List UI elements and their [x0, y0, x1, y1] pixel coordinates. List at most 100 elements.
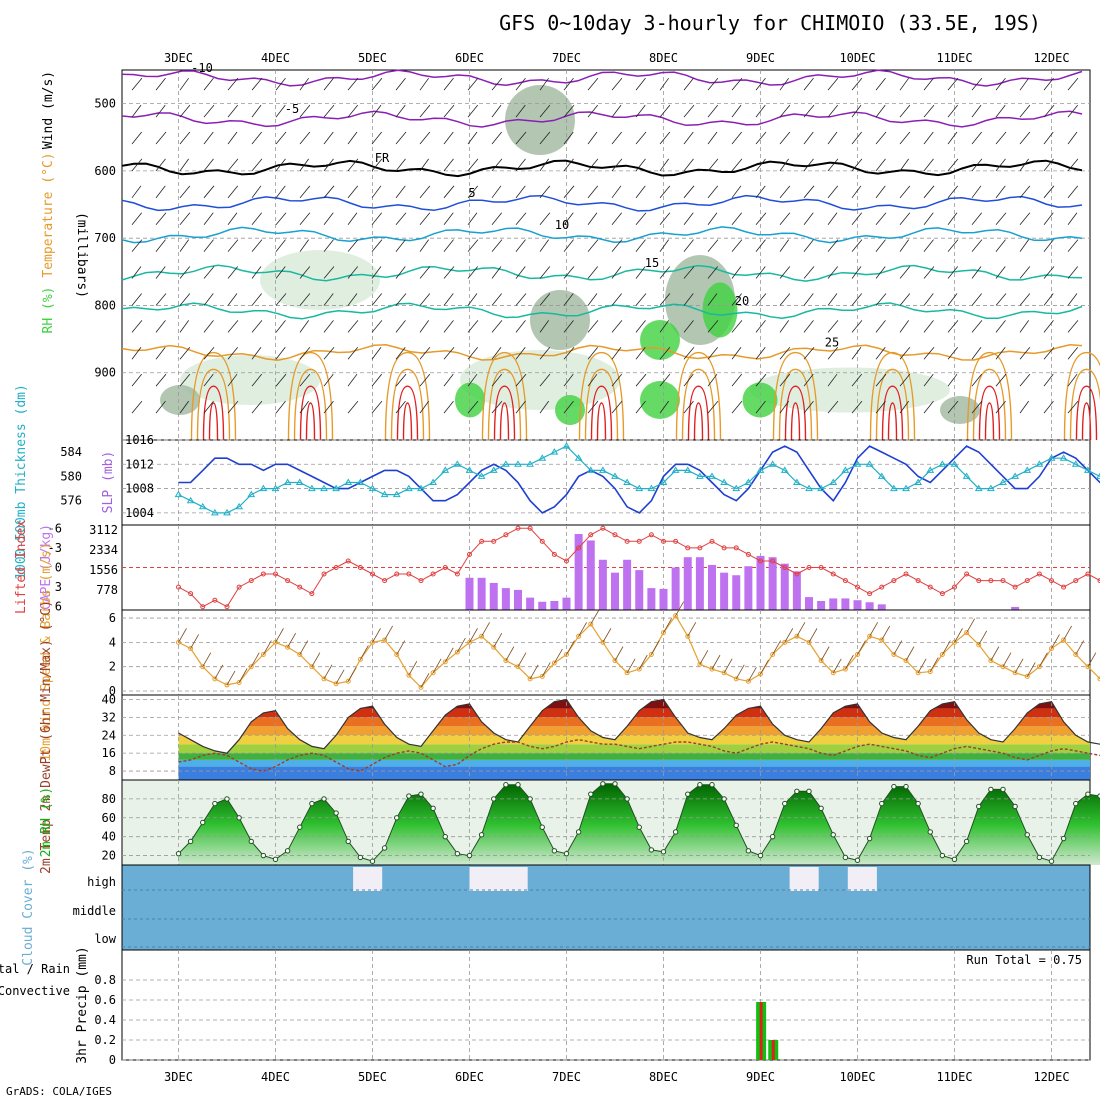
wind-barb	[755, 347, 766, 360]
cloud-clear-patch	[353, 867, 383, 891]
wind-barb	[371, 131, 383, 145]
wind-barb	[635, 104, 646, 118]
wind-speed-point	[260, 652, 266, 658]
footer-credit: GrADS: COLA/IGES	[6, 1085, 112, 1098]
wind-barb	[347, 158, 359, 172]
rh-shading	[742, 382, 778, 418]
cloud-clear-patch	[789, 867, 819, 891]
wind-barb	[611, 373, 623, 387]
wind-barb-10m	[820, 646, 830, 661]
wind-barb-10m	[1014, 658, 1024, 673]
wind-barb	[971, 77, 983, 91]
wind-barb	[1067, 185, 1079, 199]
wind-barb-10m	[250, 652, 260, 667]
thickness-point	[768, 460, 777, 467]
dewpoint-line	[178, 738, 1100, 772]
cloud-level-label: low	[94, 932, 116, 946]
isotherm-label: 10	[555, 218, 569, 232]
wind-speed-point	[903, 658, 909, 664]
date-label-bottom: 6DEC	[455, 1070, 484, 1084]
date-label-top: 6DEC	[455, 51, 484, 65]
wind-barb	[203, 77, 214, 91]
wind-speed-point	[818, 658, 824, 664]
wind-barb	[923, 239, 934, 252]
wind-barb	[203, 347, 215, 360]
thickness-point	[174, 490, 183, 498]
thickness-point	[526, 460, 535, 467]
thickness-point	[259, 484, 268, 492]
rh-shading	[640, 320, 680, 360]
lifted-index-point	[770, 558, 776, 564]
wind-barb-10m	[396, 640, 406, 655]
wind-speed-point	[1097, 676, 1100, 682]
thickness-point	[344, 478, 353, 485]
wind-speed-point	[794, 633, 800, 639]
lifted-index-point	[733, 545, 739, 551]
lifted-index-point	[479, 538, 485, 544]
pressure-tick-label: 600	[94, 164, 116, 178]
wind-speed-point	[551, 660, 557, 666]
lifted-index-point	[1085, 571, 1091, 577]
lifted-index-point	[1012, 584, 1018, 590]
rh-point	[333, 810, 339, 816]
wind-barb	[203, 293, 214, 306]
cape-bar	[877, 604, 886, 610]
wind-barb	[971, 185, 982, 199]
wind-barb	[995, 239, 1006, 252]
wind-barb-10m	[263, 640, 272, 655]
wind-barb	[155, 104, 166, 118]
wind-barb	[1067, 400, 1079, 414]
wind-barb	[683, 104, 695, 118]
wind-barb	[779, 212, 791, 225]
wind-barb	[587, 131, 598, 145]
wind-barb	[851, 347, 862, 360]
wind-barb	[947, 320, 959, 333]
wind-barb-10m	[529, 664, 539, 680]
wind-barb	[851, 373, 863, 387]
wind-barb	[611, 77, 623, 91]
wind-barb-10m	[287, 633, 296, 648]
wind-speed-point	[758, 671, 763, 677]
wind-barb	[251, 347, 262, 360]
wind-barb	[275, 131, 287, 145]
wind-barb-10m	[226, 670, 236, 686]
wind-barb-10m	[505, 646, 515, 661]
wind-barb	[539, 104, 551, 118]
bl-isotherm	[687, 385, 710, 441]
wind-barb	[779, 131, 791, 145]
wind-speed-point	[952, 639, 957, 645]
isotherm-line-20	[121, 302, 1083, 320]
thickness-point	[732, 484, 741, 492]
lifted-index-point	[382, 578, 388, 584]
bl-isotherm	[190, 351, 237, 441]
wind-barb	[947, 158, 959, 172]
wind-barb	[251, 373, 263, 387]
wind-barb	[203, 266, 215, 279]
wind-barb-10m	[917, 658, 927, 673]
rh-point	[636, 824, 642, 830]
wind-barb	[827, 239, 839, 252]
thickness-point	[974, 484, 983, 492]
wind-barb	[443, 347, 455, 360]
cape-bar	[695, 557, 704, 610]
rh-point	[381, 845, 388, 851]
wind-barb-10m	[493, 633, 503, 648]
wind-barb	[1067, 212, 1078, 225]
rh-shading	[180, 355, 320, 405]
isotherm-label: 20	[735, 294, 749, 308]
wind-barb	[179, 212, 191, 225]
thickness-point	[550, 448, 559, 455]
wind-barb	[443, 104, 455, 118]
wind-barb	[731, 400, 743, 414]
wind-barb	[803, 131, 814, 145]
wind-barb	[611, 185, 622, 199]
wind-barb	[275, 158, 286, 172]
lifted-index-point	[576, 545, 582, 551]
wind-barb	[347, 373, 358, 387]
wind-barb	[155, 239, 166, 252]
wind-barb	[1067, 373, 1078, 387]
bl-isotherm	[299, 385, 322, 441]
wind-barb	[923, 266, 935, 279]
rh-point	[1073, 800, 1079, 807]
cape-bar	[550, 600, 559, 610]
